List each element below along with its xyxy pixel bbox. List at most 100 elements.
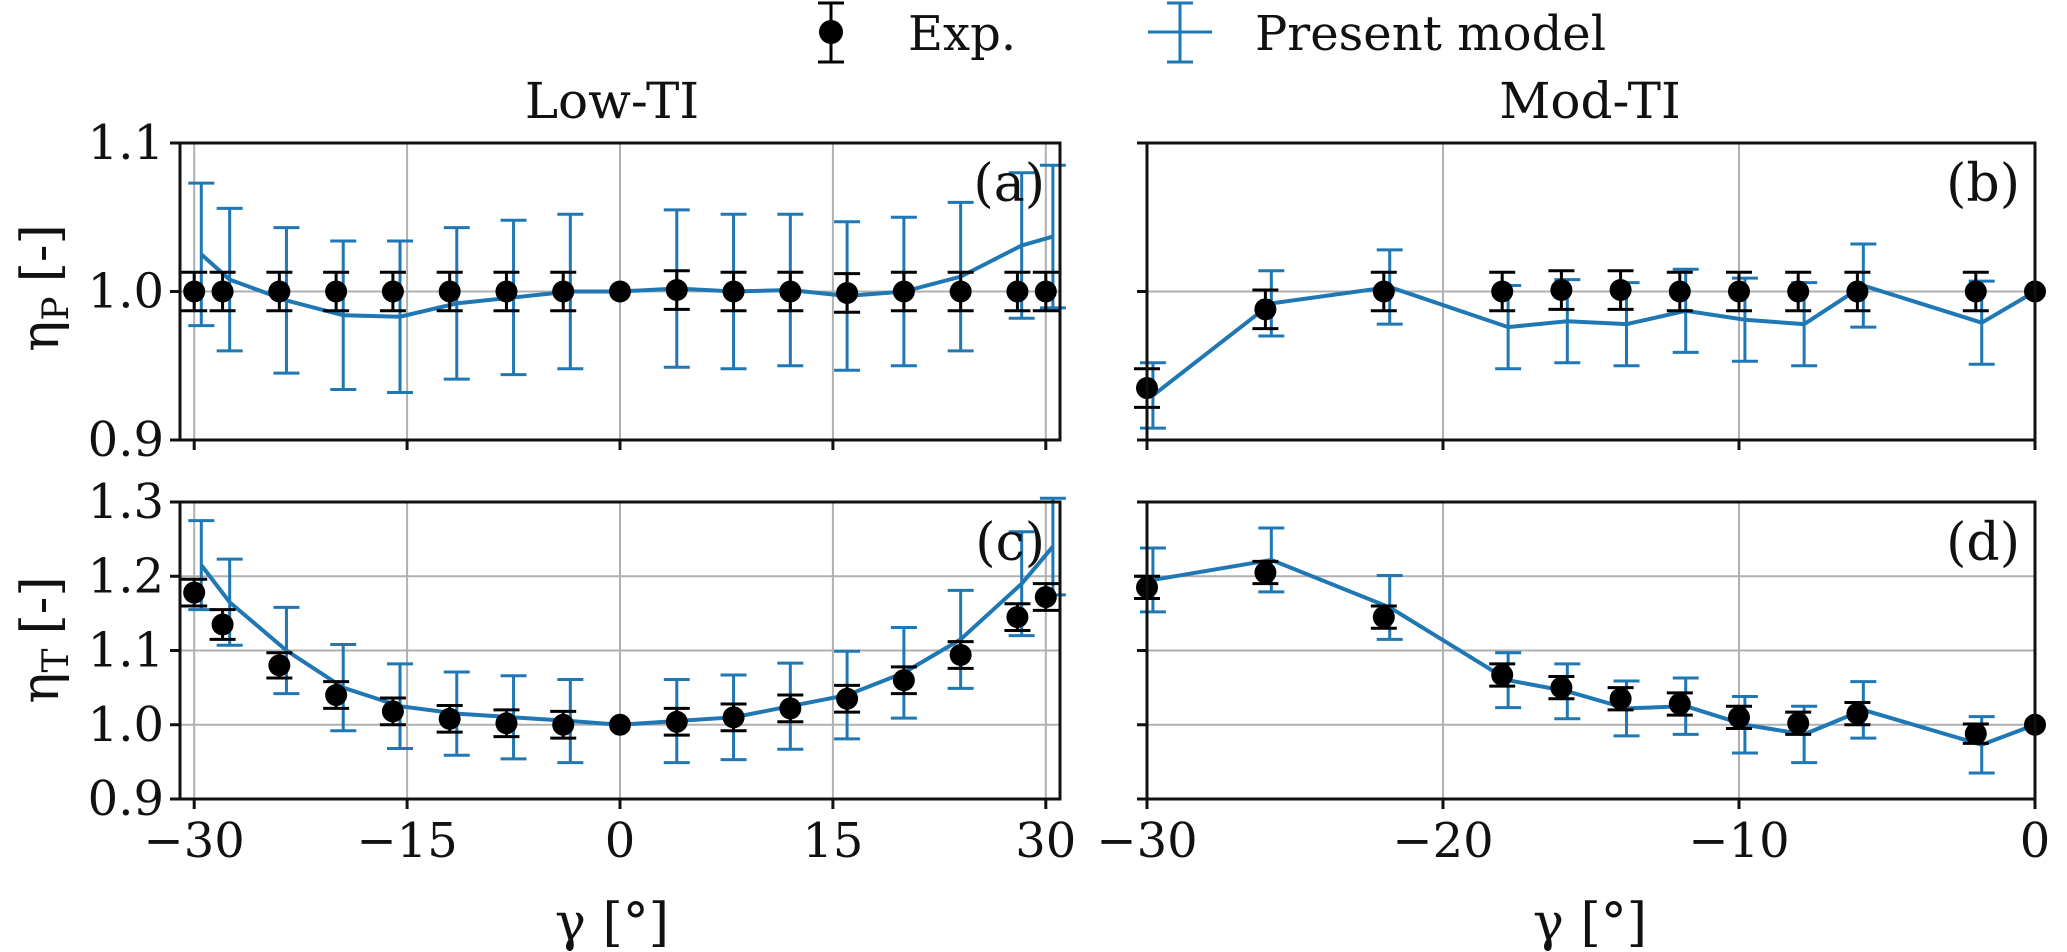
x-tick-label: 0 — [605, 813, 636, 869]
exp-point — [1787, 712, 1810, 735]
column-title-mod-ti: Mod-TI — [1499, 72, 1681, 130]
y-tick-label: 1.2 — [88, 548, 164, 604]
exp-point — [892, 669, 915, 692]
axes-frame — [178, 141, 1062, 442]
exp-point — [325, 684, 348, 707]
y-tick-label: 0.9 — [88, 412, 164, 468]
exp-point — [665, 710, 688, 733]
exp-point — [1787, 280, 1810, 303]
axes-frame — [178, 500, 1062, 801]
panel-d: −30 −20 −10 0 (d) — [1096, 500, 2051, 869]
exp-point — [1491, 280, 1514, 303]
exp-point — [1550, 279, 1573, 302]
column-title-low-ti: Low-TI — [525, 72, 699, 130]
exp-point — [1964, 280, 1987, 303]
model-line — [1151, 283, 2037, 398]
y-tick-label: 1.0 — [88, 264, 164, 320]
x-tick-label: 30 — [1015, 813, 1076, 869]
exp-point — [609, 280, 631, 303]
exp-point — [1034, 280, 1057, 303]
exp-point — [325, 280, 348, 303]
exp-point — [1728, 706, 1750, 729]
x-tick-label: −15 — [356, 813, 457, 869]
exp-point — [552, 713, 575, 736]
plot-area — [1134, 242, 2046, 430]
exp-point — [211, 280, 234, 303]
panel-label: (a) — [973, 154, 1045, 214]
y-tick-label: 1.1 — [88, 623, 164, 679]
exp-point — [552, 280, 575, 303]
exp-point — [495, 280, 518, 303]
exp-point — [1491, 664, 1514, 687]
exp-point — [779, 697, 802, 720]
exp-point — [949, 280, 972, 303]
model-line — [199, 234, 1054, 319]
exp-point — [495, 712, 518, 735]
legend-model-marker — [1148, 1, 1212, 64]
x-tick-label: −30 — [144, 813, 245, 869]
exp-point — [892, 280, 915, 303]
panel-label: (c) — [975, 513, 1045, 573]
y-tick-label: 1.1 — [88, 115, 164, 171]
exp-point — [183, 280, 206, 303]
exp-point — [268, 654, 291, 677]
plot-area — [181, 496, 1066, 765]
exp-point — [1372, 280, 1395, 303]
exp-point — [1609, 279, 1632, 302]
exp-point — [1668, 692, 1691, 715]
y-tick-label: 1.3 — [88, 474, 164, 530]
exp-point — [438, 707, 461, 730]
y-tick-label: 0.9 — [88, 771, 164, 827]
ylabel-eta-p: ηP[-] — [11, 224, 77, 352]
exp-point — [1254, 298, 1277, 321]
ylabel-eta-t: ηT[-] — [11, 576, 77, 703]
panel-a: 0.9 1.0 1.1 (a) — [88, 115, 1066, 468]
exp-point — [949, 643, 972, 666]
exp-point — [1550, 676, 1573, 699]
legend: Exp. Present model — [818, 1, 1606, 64]
xlabel-low-ti: γ [°] — [555, 893, 669, 952]
x-tick-label: −10 — [1688, 813, 1789, 869]
exp-point — [268, 280, 291, 303]
exp-point — [183, 581, 206, 604]
legend-model-label: Present model — [1255, 6, 1606, 62]
panel-c: −30 −15 0 15 30 0.9 1.0 1.1 1.2 1.3 (c) — [88, 474, 1077, 869]
x-tick-label: −20 — [1392, 813, 1493, 869]
model-line — [1152, 557, 2036, 747]
exp-point — [779, 280, 802, 303]
exp-point — [1668, 280, 1691, 303]
panel-label: (b) — [1946, 154, 2020, 214]
exp-point — [722, 280, 745, 303]
exp-point — [438, 280, 461, 303]
exp-point — [381, 700, 404, 723]
exp-point — [1006, 280, 1029, 303]
exp-point — [1254, 561, 1277, 584]
exp-point — [1846, 280, 1869, 303]
xlabel-mod-ti: γ [°] — [1533, 893, 1647, 952]
exp-point — [1846, 702, 1869, 725]
legend-exp-label: Exp. — [908, 6, 1016, 62]
x-tick-label: 0 — [2020, 813, 2051, 869]
plot-area — [181, 163, 1066, 394]
exp-point — [665, 279, 688, 302]
exp-point — [211, 613, 234, 636]
panel-b: (b) — [1134, 141, 2046, 450]
x-tick-label: −30 — [1096, 813, 1197, 869]
exp-point — [1034, 586, 1057, 609]
panel-label: (d) — [1946, 513, 2020, 573]
exp-point — [1609, 687, 1632, 710]
exp-point — [836, 281, 859, 304]
exp-point — [1372, 606, 1395, 629]
exp-point — [836, 687, 859, 710]
exp-point — [1728, 280, 1750, 303]
legend-exp-marker — [818, 1, 844, 64]
y-tick-label: 1.0 — [88, 697, 164, 753]
axes-frame — [1145, 141, 2037, 442]
exp-point — [609, 713, 631, 736]
exp-point — [1006, 606, 1029, 629]
axes-frame — [1145, 500, 2037, 801]
exp-point — [381, 280, 404, 303]
exp-point — [1964, 722, 1987, 745]
x-tick-label: 15 — [802, 813, 863, 869]
